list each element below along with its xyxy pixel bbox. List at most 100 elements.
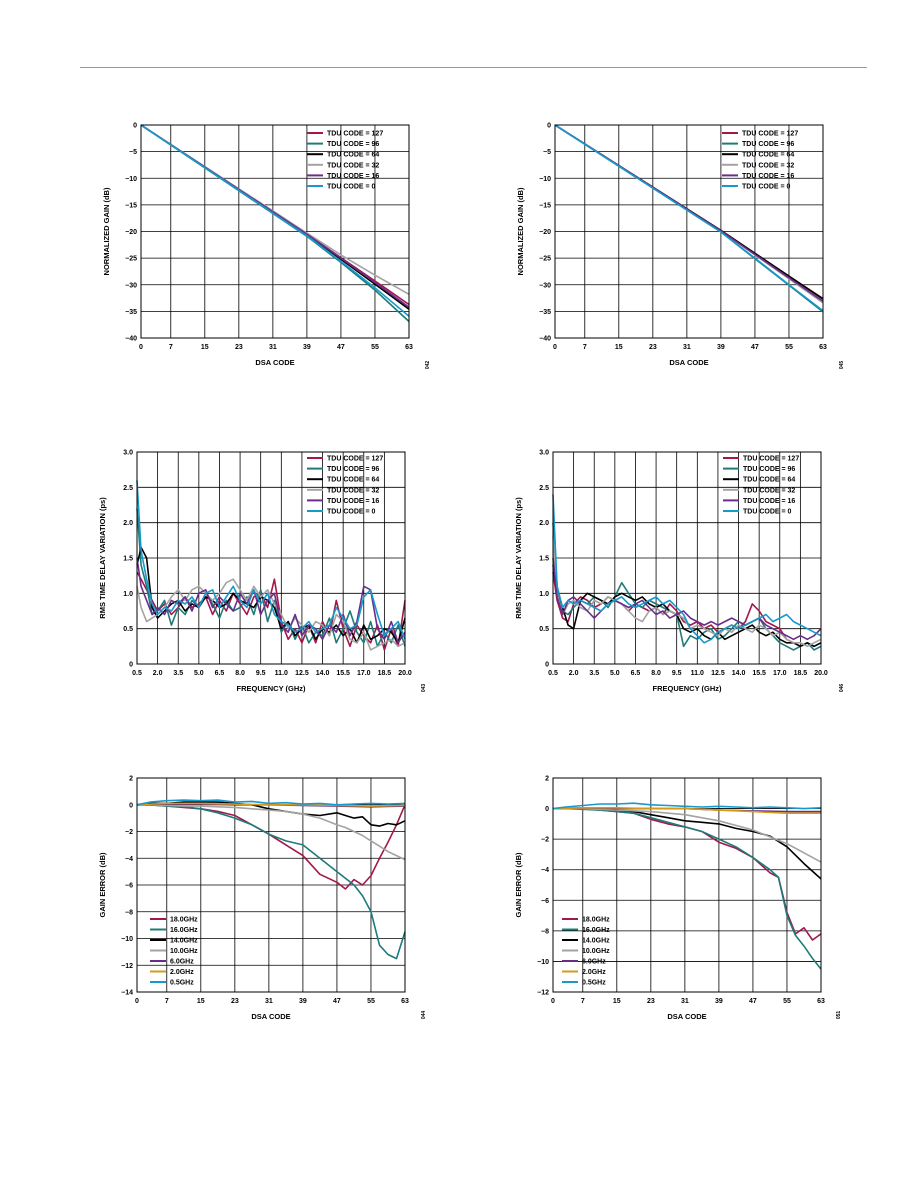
chart-normalized-gain-right: 0 7 15 23 31 39 47 55 63 0 −5 −10 −15 −20 −25 −30 −35 −40…: [516, 123, 845, 370]
figure-code: 046: [839, 684, 845, 693]
y-tick-label: 2.5: [123, 485, 133, 492]
y-tick-label: 1.0: [123, 591, 133, 598]
legend-label: TDU CODE = 32: [742, 162, 794, 169]
x-tick-label: 0: [135, 998, 139, 1005]
y-tick-label: −10: [539, 176, 551, 183]
x-tick-label: 14.0: [732, 670, 746, 677]
gridlines: [555, 125, 823, 338]
legend-label: TDU CODE = 127: [743, 456, 799, 463]
x-tick-label: 9.5: [256, 670, 266, 677]
y-tick-label: 2.0: [123, 520, 133, 527]
legend-label: 2.0GHz: [582, 969, 606, 976]
x-tick-label: 15: [613, 998, 621, 1005]
series-line-tdu-code-127: [136, 571, 406, 651]
legend-label: TDU CODE = 64: [327, 477, 379, 484]
x-tick-label: 11.0: [275, 670, 288, 677]
y-tick-label: −10: [537, 959, 549, 966]
y-tick-label: 2.5: [539, 485, 549, 492]
x-tick-label: 0: [551, 998, 555, 1005]
figure-code: 045: [839, 361, 845, 370]
x-tick-label: 63: [817, 998, 825, 1005]
legend-label: 2.0GHz: [170, 969, 194, 976]
x-tick-label: 18.5: [378, 670, 392, 677]
y-tick-label: −35: [539, 309, 551, 316]
legend-label: TDU CODE = 0: [327, 184, 376, 191]
x-tick-label: 3.5: [173, 670, 183, 677]
x-tick-label: 3.5: [589, 670, 599, 677]
y-axis-title: RMS TIME DELAY VARIATION (ps): [98, 497, 107, 619]
y-axis-title: RMS TIME DELAY VARIATION (ps): [514, 497, 523, 619]
y-tick-label: 0: [129, 802, 133, 809]
plot-frame: [552, 451, 822, 665]
gridlines: [553, 452, 821, 664]
y-tick-label: 0: [545, 662, 549, 669]
legend-label: 0.5GHz: [582, 980, 606, 987]
legend-label: 16.0GHz: [582, 927, 610, 934]
y-tick-label: −5: [129, 149, 137, 156]
x-tick-label: 12.5: [711, 670, 725, 677]
legend-label: 18.0GHz: [170, 917, 198, 924]
legend: TDU CODE = 127 TDU CODE = 96 TDU CODE = 64…: [307, 456, 383, 516]
x-tick-label: 55: [783, 998, 791, 1005]
legend-label: 10.0GHz: [170, 948, 198, 955]
series-group: [136, 480, 406, 651]
legend-label: 14.0GHz: [582, 938, 610, 945]
legend-label: TDU CODE = 96: [327, 141, 379, 148]
y-tick-label: 3.0: [539, 450, 549, 457]
legend-label: TDU CODE = 32: [743, 487, 795, 494]
y-tick-label: −35: [125, 309, 137, 316]
gridlines: [137, 452, 405, 664]
y-tick-label: −2: [125, 829, 133, 836]
header-rule: [80, 67, 867, 68]
series-line-tdu-code-0: [554, 124, 824, 312]
series-group: [552, 494, 822, 651]
y-tick-label: 1.5: [539, 556, 549, 563]
x-tick-label: 15: [197, 998, 205, 1005]
y-tick-label: 3.0: [123, 450, 133, 457]
legend-label: TDU CODE = 127: [327, 456, 383, 463]
legend-label: TDU CODE = 0: [742, 184, 791, 191]
x-tick-label: 20.0: [398, 670, 412, 677]
x-tick-label: 63: [401, 998, 409, 1005]
legend-label: 10.0GHz: [582, 948, 610, 955]
x-tick-label: 5.0: [610, 670, 620, 677]
legend-label: TDU CODE = 32: [327, 487, 379, 494]
chart-gain-error-right: 0 7 15 23 31 39 47 55 63 2 0 −2 −4 −6 −8 −10 −12 DSA CODE…: [514, 776, 842, 1022]
y-tick-label: 2: [129, 776, 133, 783]
legend-label: TDU CODE = 64: [742, 152, 794, 159]
y-tick-label: −14: [121, 990, 133, 997]
y-tick-label: 0: [133, 123, 137, 130]
y-tick-label: −30: [125, 282, 137, 289]
plot-frame: [554, 124, 824, 339]
y-axis-title: NORMALIZED GAIN (dB): [516, 187, 525, 275]
x-tick-label: 8.0: [235, 670, 245, 677]
x-tick-label: 23: [235, 344, 243, 351]
y-tick-label: −12: [537, 990, 549, 997]
series-line-tdu-code-0: [552, 494, 822, 644]
x-tick-label: 7: [583, 344, 587, 351]
x-tick-label: 15: [615, 344, 623, 351]
y-tick-label: −30: [539, 282, 551, 289]
legend-label: TDU CODE = 96: [743, 466, 795, 473]
x-tick-label: 0.5: [548, 670, 558, 677]
series-line-2-0ghz: [552, 806, 821, 815]
x-axis-title: DSA CODE: [251, 1012, 290, 1021]
legend-label: TDU CODE = 32: [327, 162, 379, 169]
y-tick-label: −40: [539, 336, 551, 343]
x-tick-label: 39: [303, 344, 311, 351]
x-axis-title: FREQUENCY (GHz): [236, 684, 306, 693]
legend-label: TDU CODE = 16: [743, 498, 795, 505]
y-tick-label: −4: [541, 867, 549, 874]
y-tick-label: 2: [545, 776, 549, 783]
x-axis-title: DSA CODE: [255, 358, 294, 367]
legend: TDU CODE = 127 TDU CODE = 96 TDU CODE = 64…: [723, 456, 799, 516]
series-line-0-5ghz: [136, 799, 406, 806]
chart-rms-delay-left: 0.5 2.0 3.5 5.0 6.5 8.0 9.5 11.0 12.5 14.0 15.5 17.…: [98, 450, 427, 694]
x-tick-label: 39: [299, 998, 307, 1005]
series-group: [136, 799, 406, 960]
series-group: [554, 124, 824, 313]
legend: TDU CODE = 127 TDU CODE = 96 TDU CODE = 64…: [722, 131, 798, 191]
chart-gain-error-left: 0 7 15 23 31 39 47 55 63 2 0 −2 −4 −6 −8 −10 −12 −14 DSA C…: [98, 776, 427, 1022]
y-tick-label: −5: [543, 149, 551, 156]
